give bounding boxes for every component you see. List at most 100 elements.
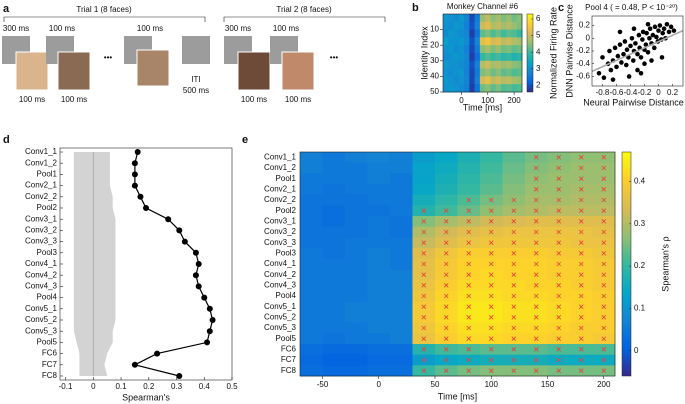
heatmap-cell [485,37,491,46]
significance-marker [488,357,494,363]
significance-marker [443,315,449,320]
significance-marker [511,240,517,245]
significance-marker [511,197,517,203]
significance-marker [533,293,539,299]
heatmap-cell [516,37,523,46]
y-tick-label: Conv3_2 [264,227,297,236]
x-tick-label: -0.1 [59,382,73,391]
heatmap-cell [300,280,323,292]
heatmap-cell [300,290,323,302]
significance-marker [578,187,584,192]
y-tick-label: Pool2 [37,203,58,212]
y-tick-label: 10 [430,25,439,34]
scatter-point [657,23,663,28]
trial-label: Trial 1 (8 faces) [76,5,132,14]
significance-marker [488,293,494,299]
iti-screen [182,36,210,64]
heatmap-cell [367,280,391,292]
heatmap-cell [469,29,475,38]
heatmap-cell [495,68,502,77]
heatmap-cell [390,344,413,356]
face-image [136,49,170,87]
heatmap-cell [390,312,413,324]
heatmap-cell [502,162,526,174]
scatter-point [635,67,640,73]
chart-title: Monkey Channel #6 [447,2,519,11]
heatmap-cell [480,184,503,196]
heatmap-cell [479,84,486,93]
heatmap-cell [506,14,512,23]
significance-marker [421,315,427,320]
heatmap-cell [345,365,368,377]
significance-marker [578,304,584,309]
heatmap-cell [322,333,346,345]
y-tick-label: FC8 [281,366,297,375]
heatmap-cell [490,68,497,77]
significance-marker [533,165,539,171]
heatmap-cell [443,76,449,85]
x-tick-label: 0.2 [143,382,155,391]
heatmap-cell [479,45,486,54]
scatter-point [666,29,672,35]
heatmap-cell [390,301,413,313]
chart-title: Pool 4 ( = 0.48, P < 10⁻²⁰) [585,3,678,12]
significance-marker [578,197,584,203]
scatter-point [652,45,657,51]
heatmap-cell [435,162,458,174]
heatmap-cell [448,37,454,46]
data-point [131,182,138,189]
y-tick-label: Pool3 [37,248,58,257]
heatmap-cell [500,37,507,46]
heatmap-cell [453,45,460,54]
y-tick-label: 30 [430,56,439,65]
x-tick-label: -50 [317,380,329,389]
significance-marker [601,304,607,309]
panel-label: c [558,2,564,14]
y-tick-label: Pool3 [276,248,297,257]
heatmap-cell [511,37,518,46]
heatmap-cell [390,290,413,302]
significance-marker [511,229,517,235]
scatter-point [607,48,612,54]
data-point [154,350,161,357]
heatmap-cell [495,21,502,30]
heatmap-cell [322,152,346,164]
significance-marker [488,219,494,224]
significance-marker [533,261,539,267]
x-tick-label: 0.2 [667,88,679,97]
scatter-point [638,55,644,60]
scatter-point [608,67,614,73]
heatmap-cell [485,60,491,69]
significance-marker [601,240,607,245]
significance-marker [466,368,472,373]
heatmap-cell [300,344,323,356]
heatmap-cell [458,60,465,69]
colorbar-tick-label: 5 [536,31,541,40]
heatmap-cell [495,45,502,54]
heatmap-cell [464,60,470,69]
scatter-point [596,70,602,76]
heatmap-cell [516,53,523,62]
scatter-point [652,24,658,30]
heatmap-cell [322,258,346,270]
significance-marker [578,229,584,235]
y-axis-label: Identity Index [419,26,429,80]
significance-marker [466,304,472,309]
y-tick-label: Conv5_3 [264,323,297,332]
significance-marker [556,261,562,267]
heatmap-cell [443,53,449,62]
heatmap-cell [412,152,436,164]
colorbar-label: Normalized Firing Rate [548,7,558,99]
heatmap-cell [453,14,460,23]
colorbar-tick-label: 0.3 [634,219,646,228]
heatmap-cell [457,152,481,164]
significance-marker [421,240,427,245]
x-axis-label: Neural Pairwise Distance [583,97,684,107]
heatmap-cell [500,53,507,62]
significance-marker [466,219,472,224]
heatmap-cell [300,237,323,249]
heatmap-cell [516,68,523,77]
heatmap-cell [443,45,449,54]
significance-marker [578,347,584,352]
